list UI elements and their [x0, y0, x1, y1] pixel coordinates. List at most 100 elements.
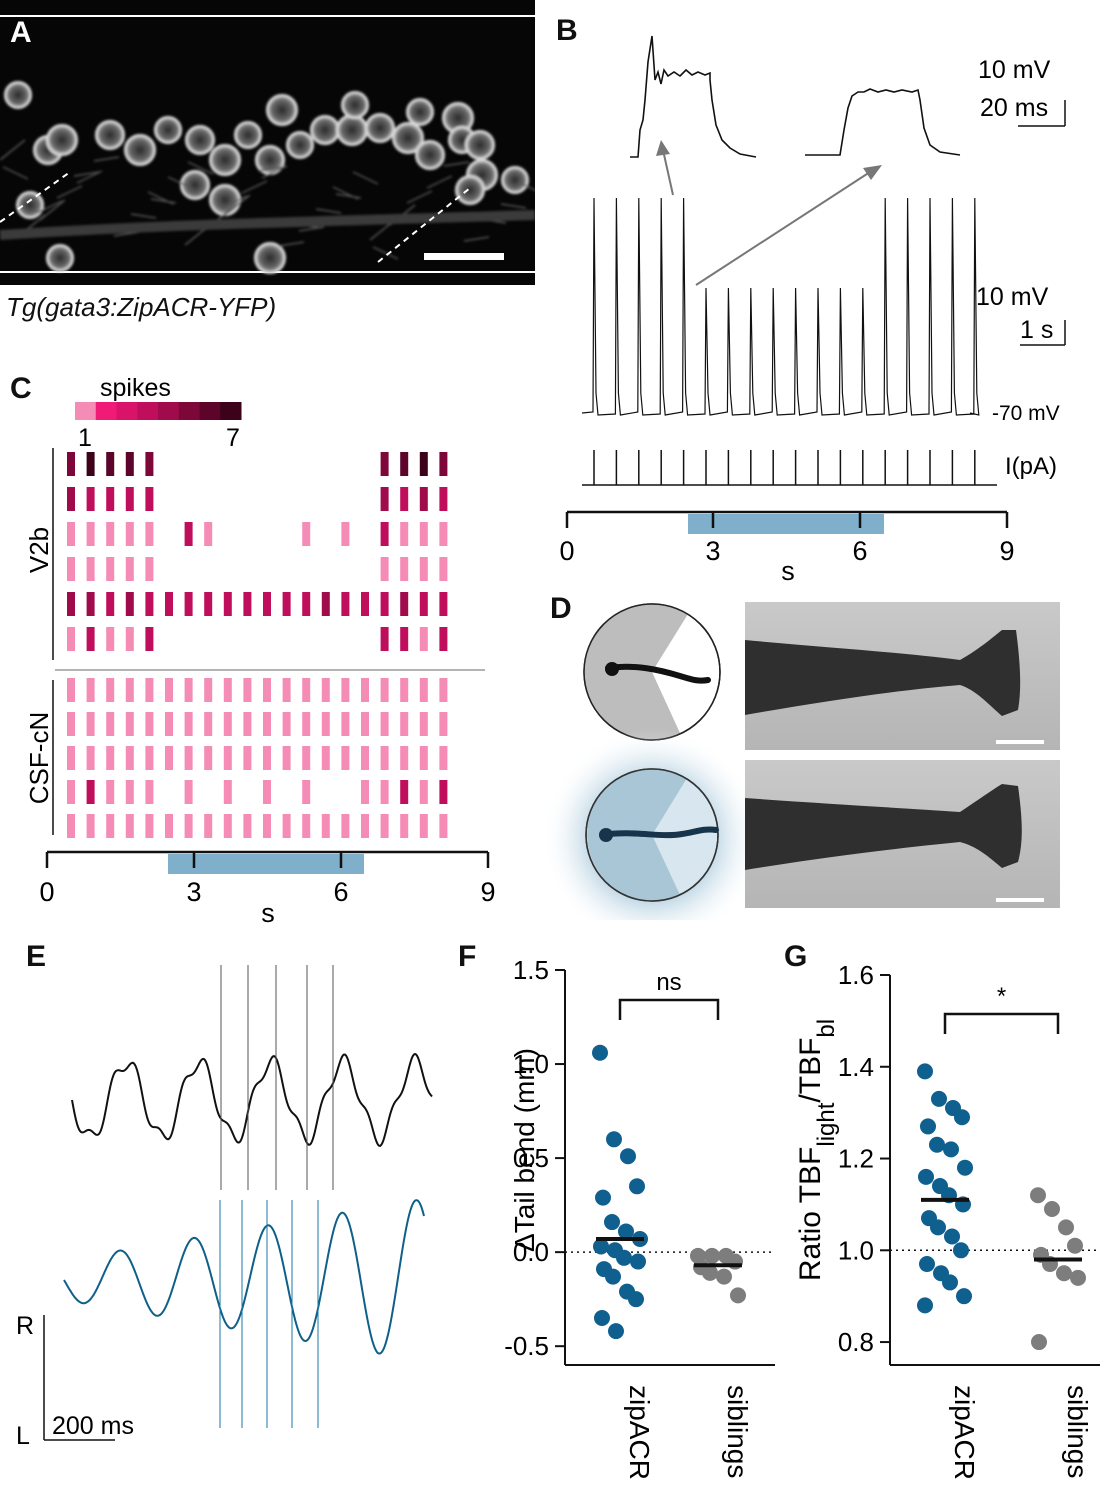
spike-mark [106, 557, 115, 581]
cell-soma [266, 94, 298, 126]
cell-soma [154, 116, 182, 144]
data-point [604, 1214, 620, 1231]
f-ylabel: ΔTail bend (mm) [509, 1048, 540, 1252]
spike-mark [380, 592, 389, 616]
cell-soma [16, 191, 44, 219]
spike-mark [184, 780, 193, 804]
spike-mark [145, 746, 154, 770]
colorbar-swatch [220, 402, 242, 420]
spike-mark [341, 712, 350, 736]
spike-mark [125, 522, 134, 546]
cell-soma [455, 175, 485, 205]
scale-v-top: 10 mV [978, 56, 1051, 84]
c-tick-6: 6 [333, 877, 348, 907]
tail-trace-baseline [71, 1052, 433, 1147]
y-tick-label: 1.2 [838, 1144, 874, 1174]
data-point [620, 1148, 636, 1165]
colorbar-title: spikes [100, 374, 171, 402]
spike-mark [204, 522, 213, 546]
spike-mark [106, 814, 115, 838]
data-point [953, 1242, 969, 1259]
scale-t-trace: 1 s [1020, 316, 1053, 344]
dish-dark [583, 603, 721, 741]
spike-mark [223, 712, 232, 736]
spike-mark [380, 814, 389, 838]
spike-mark [439, 522, 448, 546]
spike-mark [184, 678, 193, 702]
current-label: I(pA) [1005, 453, 1057, 480]
spike-mark [400, 557, 409, 581]
spike-mark [67, 522, 75, 546]
scale-bar [424, 253, 504, 260]
spike-mark [400, 746, 409, 770]
spike-mark [125, 814, 134, 838]
spike-mark [321, 746, 330, 770]
panel-label-c: C [10, 372, 32, 405]
spike-mark [302, 780, 311, 804]
spike-mark [67, 592, 75, 616]
zoom-trace-spiking [630, 35, 757, 158]
spike-mark [341, 522, 350, 546]
cell-soma [415, 140, 445, 170]
spike-mark [184, 522, 193, 546]
spike-mark [419, 814, 428, 838]
spike-mark [243, 814, 252, 838]
spike-mark [302, 522, 311, 546]
light-bar [688, 514, 884, 534]
spike-mark [341, 746, 350, 770]
y-tick-label: 1.5 [513, 955, 549, 985]
spike-mark [439, 814, 448, 838]
spike-mark [263, 746, 271, 770]
spike-mark [67, 814, 75, 838]
data-point [1030, 1187, 1046, 1204]
spike-mark [223, 814, 232, 838]
data-point [943, 1141, 959, 1158]
spike-mark [400, 780, 409, 804]
spike-mark [145, 487, 154, 511]
spike-mark [263, 780, 271, 804]
spike-mark [125, 627, 134, 651]
spike-mark [86, 780, 95, 804]
spike-mark [67, 557, 75, 581]
spike-mark [223, 780, 232, 804]
spike-mark [165, 814, 173, 838]
data-point [606, 1131, 622, 1148]
data-point [594, 1309, 610, 1326]
spike-mark [125, 678, 134, 702]
current-pulses [582, 450, 997, 486]
spike-mark [67, 746, 75, 770]
data-point [1031, 1334, 1047, 1351]
b-tick-6: 6 [852, 536, 867, 566]
spike-mark [302, 678, 311, 702]
light-bar-c [168, 854, 364, 874]
data-point [629, 1178, 645, 1195]
significance-bracket [618, 998, 720, 1020]
spike-mark [400, 678, 409, 702]
spike-mark [439, 487, 448, 511]
spike-mark [165, 746, 173, 770]
spike-mark [439, 678, 448, 702]
data-point [920, 1118, 936, 1135]
spike-mark [184, 712, 193, 736]
spike-mark [419, 627, 428, 651]
spike-mark [204, 712, 213, 736]
spike-mark [380, 522, 389, 546]
data-point [593, 1238, 609, 1255]
group-label-v2b: V2b [24, 527, 54, 573]
spike-mark [204, 814, 213, 838]
spike-mark [419, 592, 428, 616]
spike-mark [86, 746, 95, 770]
g-ylabel: Ratio TBFlight/TBFbl [794, 1019, 840, 1281]
panel-a: A [0, 0, 544, 285]
data-point [618, 1223, 634, 1240]
group-label-csf-cn: CSF-cN [24, 712, 54, 804]
spike-mark [361, 678, 369, 702]
spike-mark [223, 592, 232, 616]
data-point [944, 1228, 960, 1245]
spike-mark [67, 678, 75, 702]
data-point [956, 1288, 972, 1305]
tail-image-light [745, 760, 1060, 908]
spike-mark [125, 746, 134, 770]
spike-mark [204, 678, 213, 702]
data-point [616, 1249, 632, 1266]
